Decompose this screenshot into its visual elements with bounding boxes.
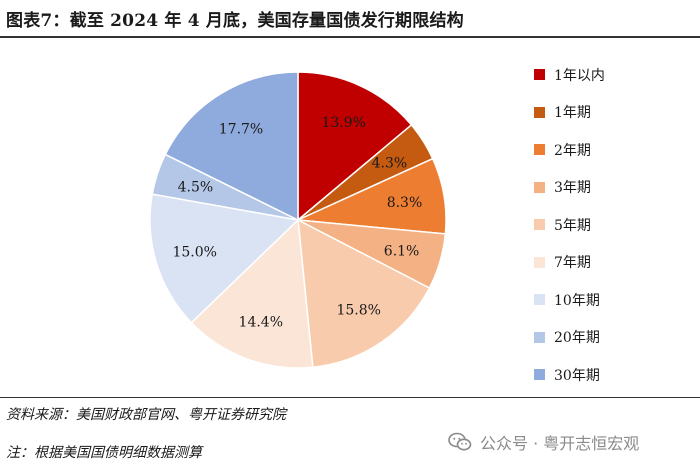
legend-item-7: 20年期 (534, 319, 605, 357)
chart-legend: 1年以内 1年期 2年期 3年期 5年期 7年期 10年期 20年期 30年期 (534, 56, 605, 394)
source-note: 资料来源：美国财政部官网、粤开证券研究院 (6, 407, 286, 423)
legend-swatch (534, 144, 545, 156)
title-divider (0, 36, 700, 38)
legend-item-3: 3年期 (534, 169, 605, 207)
legend-swatch (534, 219, 545, 231)
legend-label: 30年期 (554, 367, 600, 384)
pie-data-label-0: 13.9% (321, 115, 365, 131)
pie-data-label-7: 4.5% (178, 179, 214, 195)
watermark-text: 公众号 · 粤开志恒宏观 (480, 434, 640, 453)
wechat-icon (448, 432, 472, 451)
pie-slice-5 (190, 218, 314, 369)
chart-title: 图表7：截至 2024 年 4 月底，美国存量国债发行期限结构 (6, 11, 464, 31)
watermark: 公众号 · 粤开志恒宏观 (448, 430, 639, 454)
legend-label: 1年以内 (554, 67, 605, 84)
legend-swatch (534, 256, 545, 268)
pie-slice-0 (297, 71, 413, 222)
legend-swatch (534, 331, 545, 343)
pie-data-label-6: 15.0% (172, 244, 216, 260)
legend-label: 7年期 (554, 255, 591, 272)
legend-label: 5年期 (554, 217, 591, 234)
pie-data-label-3: 6.1% (384, 244, 420, 260)
legend-item-1: 1年期 (534, 94, 605, 132)
pie-data-label-8: 17.7% (219, 121, 263, 137)
pie-data-label-4: 15.8% (336, 302, 380, 318)
footer-divider (0, 397, 700, 398)
pie-data-label-5: 14.4% (239, 314, 283, 330)
legend-item-6: 10年期 (534, 281, 605, 319)
pie-data-label-2: 8.3% (387, 195, 423, 211)
legend-label: 20年期 (554, 330, 600, 347)
legend-swatch (534, 181, 545, 193)
legend-label: 2年期 (554, 142, 591, 159)
legend-item-4: 5年期 (534, 206, 605, 244)
legend-label: 3年期 (554, 180, 591, 197)
pie-slice-8 (164, 71, 299, 222)
legend-item-5: 7年期 (534, 244, 605, 282)
pie-slice-6 (149, 193, 300, 324)
legend-swatch (534, 106, 545, 118)
pie-slice-4 (297, 218, 431, 369)
footnote: 注：根据美国国债明细数据测算 (6, 445, 202, 461)
legend-label: 1年期 (554, 105, 591, 122)
legend-item-2: 2年期 (534, 131, 605, 169)
pie-data-label-1: 4.3% (372, 155, 408, 171)
legend-label: 10年期 (554, 292, 600, 309)
legend-swatch (534, 69, 545, 81)
legend-swatch (534, 294, 545, 306)
legend-swatch (534, 369, 545, 381)
legend-item-0: 1年以内 (534, 56, 605, 94)
legend-item-8: 30年期 (534, 356, 605, 394)
